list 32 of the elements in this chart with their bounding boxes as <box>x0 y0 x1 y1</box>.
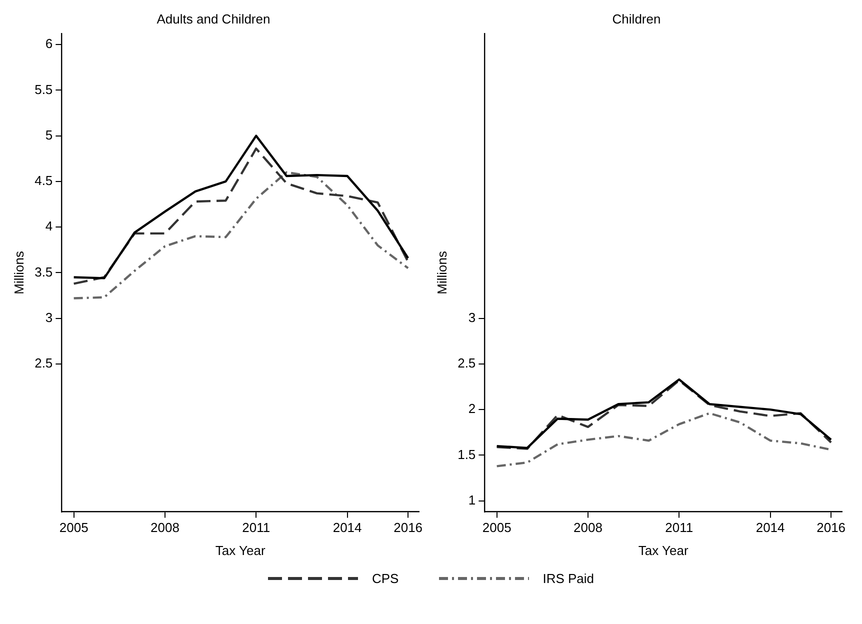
x-tick-label: 2014 <box>332 520 362 536</box>
line-series <box>72 171 410 300</box>
y-tick-label: 5 <box>45 127 53 142</box>
y-tick-label: 2.5 <box>34 356 53 371</box>
y-tick-label: 1 <box>468 492 476 508</box>
x-axis-title: Tax Year <box>638 542 689 558</box>
x-tick-label: 2005 <box>59 520 88 536</box>
x-tick-label: 2008 <box>574 520 602 536</box>
chart-title: Adults and Children <box>156 11 270 26</box>
y-axis-title: Millions <box>434 250 450 294</box>
x-axis-title: Tax Year <box>215 542 266 558</box>
y-axis-title: Millions <box>11 250 26 294</box>
y-tick-label: 2.5 <box>458 356 476 371</box>
x-tick-label: 2008 <box>150 520 180 536</box>
y-tick-label: 2 <box>468 401 476 416</box>
y-tick-label: 4 <box>45 218 53 234</box>
y-tick-label: 3 <box>45 310 53 325</box>
y-tick-label: 4.5 <box>34 173 53 188</box>
x-tick-label: 2011 <box>242 520 270 536</box>
legend-label: IRS Paid <box>542 571 594 586</box>
y-tick-label: 6 <box>45 36 53 52</box>
y-tick-label: 3.5 <box>34 264 53 280</box>
x-tick-label: 2014 <box>756 520 785 536</box>
chart-title: Children <box>612 11 661 26</box>
x-tick-label: 2005 <box>482 520 512 536</box>
x-tick-label: 2016 <box>394 520 423 536</box>
x-tick-label: 2016 <box>816 520 846 536</box>
legend-label: CPS <box>372 571 399 586</box>
y-tick-label: 1.5 <box>458 446 476 462</box>
y-tick-label: 5.5 <box>34 82 53 97</box>
x-tick-label: 2011 <box>665 520 694 536</box>
y-tick-label: 3 <box>468 310 476 325</box>
